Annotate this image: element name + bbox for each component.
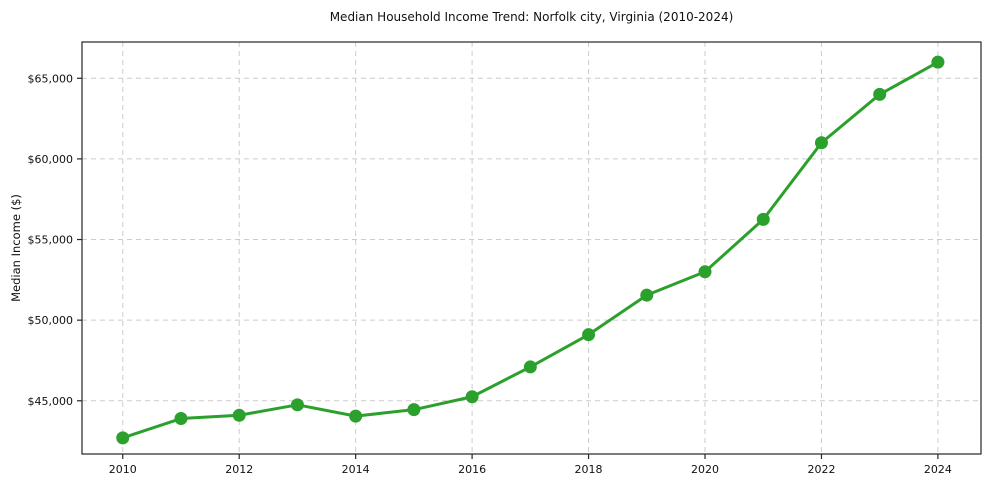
- data-point-2016: [465, 390, 479, 404]
- chart-title: Median Household Income Trend: Norfolk c…: [329, 10, 734, 24]
- data-point-2010: [116, 431, 130, 445]
- data-point-2024: [931, 55, 945, 69]
- y-tick-label: $55,000: [28, 234, 74, 247]
- data-point-2022: [814, 136, 828, 150]
- x-tick-label: 2020: [691, 463, 719, 476]
- x-tick-label: 2024: [924, 463, 952, 476]
- data-point-2021: [756, 212, 770, 226]
- data-point-2020: [698, 265, 712, 279]
- data-point-2012: [232, 408, 246, 422]
- y-tick-label: $65,000: [28, 72, 74, 85]
- x-tick-label: 2018: [575, 463, 603, 476]
- y-tick-label: $60,000: [28, 153, 74, 166]
- data-point-2017: [523, 360, 537, 374]
- y-tick-label: $50,000: [28, 314, 74, 327]
- data-point-2019: [640, 288, 654, 302]
- x-tick-label: 2012: [225, 463, 253, 476]
- x-tick-label: 2014: [342, 463, 370, 476]
- x-tick-label: 2010: [109, 463, 137, 476]
- x-tick-label: 2022: [807, 463, 835, 476]
- data-point-2011: [174, 412, 188, 426]
- x-tick-label: 2016: [458, 463, 486, 476]
- data-point-2018: [582, 328, 596, 342]
- data-point-2013: [290, 398, 304, 412]
- trend-line: [121, 60, 940, 440]
- plot-border: [81, 41, 982, 455]
- data-point-2014: [349, 409, 363, 423]
- data-point-2023: [873, 87, 887, 101]
- data-point-2015: [407, 403, 421, 417]
- y-tick-label: $45,000: [28, 395, 74, 408]
